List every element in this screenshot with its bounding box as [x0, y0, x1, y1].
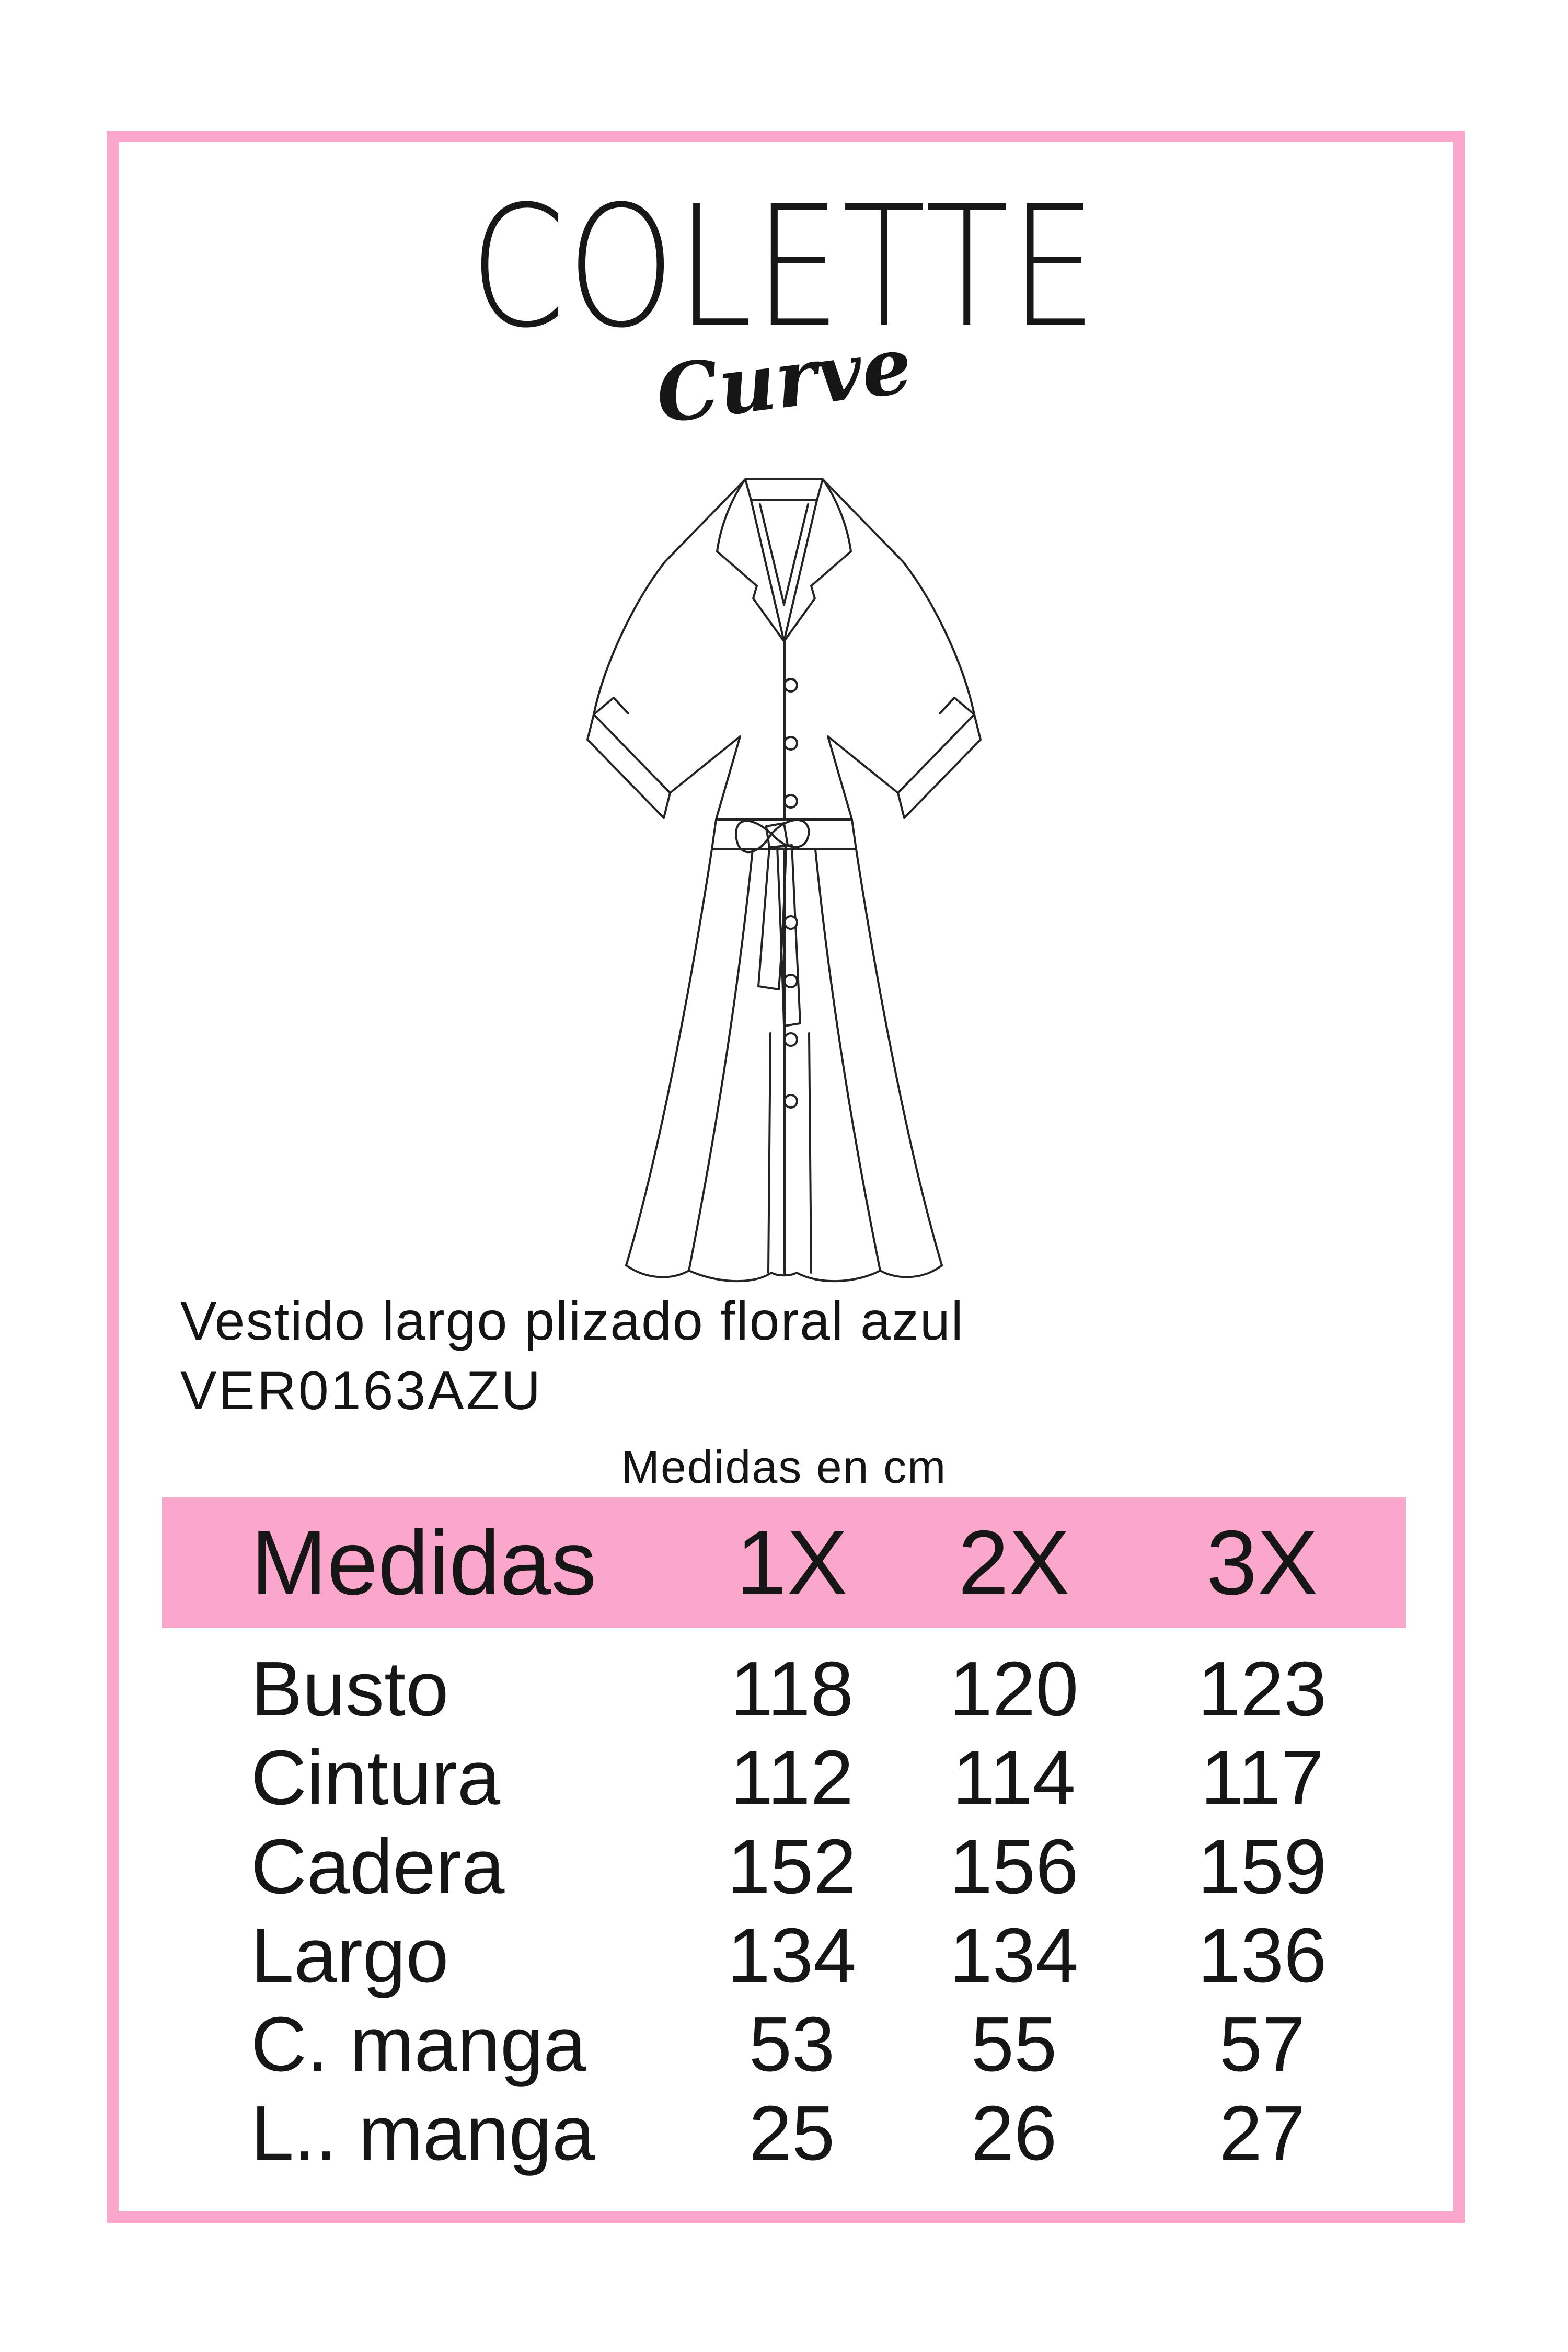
row-value: 55 [971, 2001, 1057, 2088]
row-value: 53 [748, 2001, 835, 2088]
header-size-1x: 1X [735, 1512, 848, 1614]
size-table-header: Medidas 1X 2X 3X [162, 1497, 1406, 1628]
size-table: Medidas 1X 2X 3X Busto 118 120 123 Cintu… [162, 1497, 1406, 2178]
header-measures-label: Medidas [251, 1512, 597, 1614]
units-note: Medidas en cm [621, 1441, 947, 1493]
row-value: 26 [971, 2090, 1057, 2176]
row-value: 117 [1201, 1735, 1324, 1821]
header-size-3x: 3X [1206, 1512, 1319, 1614]
size-table-body: Busto 118 120 123 Cintura 112 114 117 Ca… [162, 1645, 1406, 2178]
row-label: C. manga [251, 2001, 586, 2088]
row-label: Cadera [251, 1824, 505, 1910]
product-sku: VER0163AZU [180, 1361, 543, 1422]
product-info: Vestido largo plizado floral azul VER016… [180, 1287, 1382, 1426]
table-row: C. manga 53 55 57 [162, 2000, 1406, 2089]
row-value: 112 [730, 1735, 854, 1821]
row-label: Cintura [251, 1735, 501, 1821]
row-value: 114 [952, 1735, 1076, 1821]
brand-logo: COLETTE [470, 170, 1098, 365]
table-row: Busto 118 120 123 [162, 1645, 1406, 1734]
pink-frame [107, 131, 1465, 2223]
table-row: Cintura 112 114 117 [162, 1734, 1406, 1823]
row-value: 156 [949, 1824, 1079, 1910]
row-value: 134 [727, 1912, 857, 1999]
row-label: Largo [251, 1912, 449, 1999]
row-value: 27 [1219, 2090, 1306, 2176]
row-value: 123 [1197, 1646, 1327, 1732]
row-value: 118 [730, 1646, 854, 1732]
row-value: 134 [949, 1912, 1079, 1999]
dress-line-art-icon [586, 478, 982, 1283]
row-value: 57 [1219, 2001, 1306, 2088]
row-value: 152 [727, 1824, 857, 1910]
row-value: 136 [1197, 1912, 1327, 1999]
table-row: Cadera 152 156 159 [162, 1823, 1406, 1911]
row-value: 159 [1197, 1824, 1327, 1910]
row-label: L.. manga [251, 2090, 595, 2176]
row-value: 120 [949, 1646, 1079, 1732]
row-value: 25 [748, 2090, 835, 2176]
row-label: Busto [251, 1646, 449, 1732]
table-row: Largo 134 134 136 [162, 1911, 1406, 2000]
header-size-2x: 2X [958, 1512, 1070, 1614]
product-title: Vestido largo plizado floral azul [180, 1291, 964, 1352]
table-row: L.. manga 25 26 27 [162, 2089, 1406, 2178]
